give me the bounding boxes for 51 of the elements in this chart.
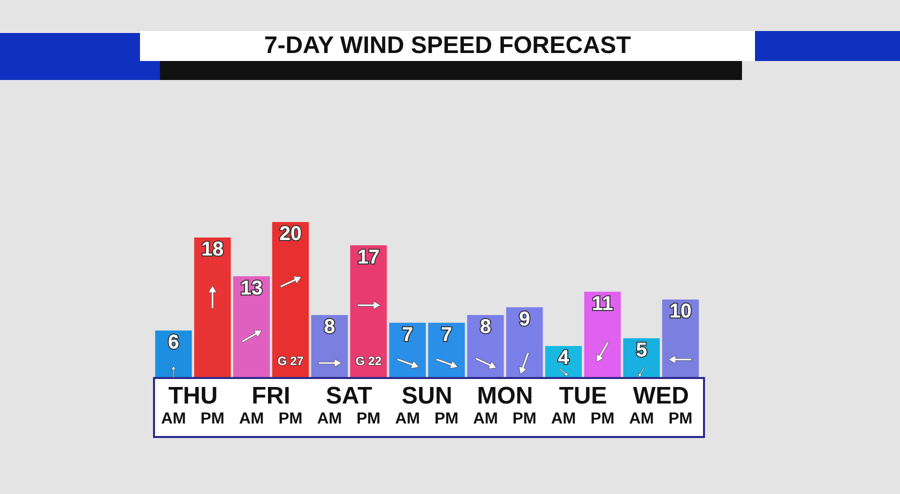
bar (155, 330, 192, 377)
data-label: 7 (402, 324, 414, 346)
bar (584, 292, 621, 377)
x-tick-label: AM (395, 410, 420, 428)
data-label: 7 (440, 324, 452, 346)
x-tick-label: AM (629, 410, 654, 428)
data-label: 11 (592, 292, 614, 315)
bar (545, 346, 582, 377)
x-tick-label: PM (356, 410, 380, 428)
data-label: 8 (324, 316, 336, 338)
data-label: 10 (669, 300, 692, 322)
bar (662, 300, 699, 377)
text: WED (633, 382, 689, 410)
text: TUE (559, 382, 607, 410)
x-tick-label: AM (161, 410, 186, 428)
bar (272, 222, 309, 377)
x-tick-label: PM (668, 410, 692, 428)
text: SAT (326, 382, 372, 410)
data-label: 6 (168, 332, 180, 354)
text: THU (168, 382, 218, 410)
x-tick-label: PM (200, 410, 224, 428)
bar (311, 315, 348, 377)
x-tick-label: PM (590, 410, 614, 428)
annotation: G 27 (277, 354, 304, 368)
text: SUN (402, 382, 452, 410)
bar (350, 245, 387, 377)
data-label: 18 (201, 238, 224, 260)
data-label: 4 (558, 347, 570, 369)
x-tick-label: AM (473, 410, 498, 428)
data-label: 9 (518, 308, 530, 330)
x-tick-label: PM (278, 410, 302, 428)
chart-title: 7-DAY WIND SPEED FORECAST (140, 31, 755, 61)
bar (467, 315, 504, 377)
bar (194, 238, 231, 377)
text: FRI (252, 382, 290, 410)
x-tick-label: PM (434, 410, 458, 428)
x-tick-label: PM (512, 410, 536, 428)
bar (389, 322, 426, 377)
data-label: 13 (240, 277, 263, 300)
bar (506, 307, 543, 377)
annotation: G 22 (355, 354, 382, 368)
x-tick-label: AM (317, 410, 342, 428)
bar (428, 322, 465, 377)
bar (233, 276, 270, 377)
text: MON (477, 382, 533, 410)
x-tick-label: AM (239, 410, 264, 428)
data-label: 5 (636, 339, 648, 362)
data-label: 20 (279, 223, 302, 245)
data-label: 8 (480, 316, 492, 338)
data-label: 17 (357, 246, 380, 268)
x-tick-label: AM (551, 410, 576, 428)
